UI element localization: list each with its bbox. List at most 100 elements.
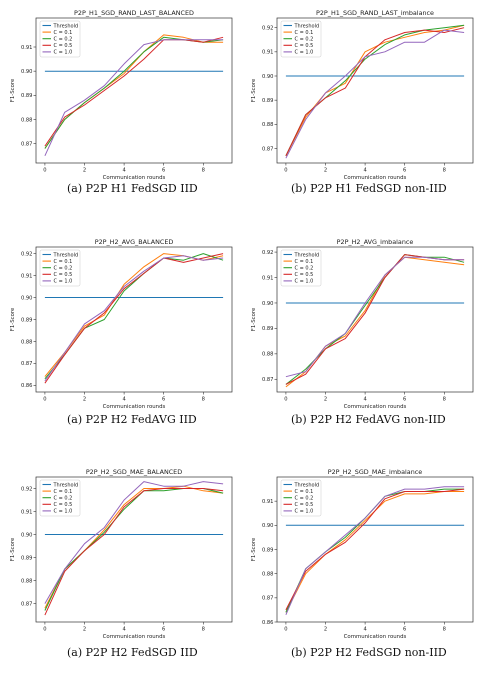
- x-tick-label: 6: [162, 168, 165, 174]
- chart-3-svg: P2P_H2_AVG_BALANCED 0 2 4 6 8 0.86 0.87 0.88 0.89…: [10, 238, 233, 410]
- chart-panel-2: P2P_H1_SGD_RAND_LAST_imbalance 0 2 4 6 8 0.87 0…: [247, 6, 479, 186]
- x-axis-label: Communication rounds: [103, 404, 166, 410]
- chart-panel-1: P2P_H1_SGD_RAND_LAST_BALANCED 0 2 4 6 8 0.87 0.…: [6, 6, 238, 186]
- y-tick-label: 0.90: [21, 532, 33, 538]
- y-tick-label: 0.92: [21, 486, 33, 492]
- y-axis-label: F1-Score: [251, 78, 257, 102]
- legend-label: C = 1.0: [54, 509, 73, 515]
- legend-label: C = 0.2: [54, 266, 73, 272]
- x-axis-label: Communication rounds: [103, 175, 166, 181]
- x-tick-label: 8: [202, 627, 205, 633]
- legend-label: C = 0.2: [54, 37, 73, 43]
- legend-label: Threshold: [294, 482, 320, 488]
- x-axis-label: Communication rounds: [344, 634, 407, 640]
- y-tick-label: 0.89: [21, 93, 33, 99]
- y-tick-label: 0.88: [262, 352, 274, 358]
- y-tick-label: 0.90: [262, 301, 274, 307]
- legend-box: [39, 479, 81, 517]
- y-tick-label: 0.90: [262, 523, 274, 529]
- y-axis-label: F1-Score: [251, 537, 257, 561]
- legend-label: C = 0.5: [295, 502, 314, 508]
- y-tick-label: 0.91: [262, 499, 274, 505]
- chart-title: P2P_H2_AVG_imbalance: [337, 238, 414, 246]
- legend-label: C = 0.1: [54, 489, 73, 495]
- x-tick-label: 4: [363, 397, 367, 403]
- y-tick-label: 0.92: [262, 25, 274, 31]
- y-tick-label: 0.91: [21, 45, 33, 51]
- caption-6: (b) P2P H2 FedSGD non-IID: [291, 646, 447, 659]
- x-tick-label: 2: [83, 397, 86, 403]
- series-line: [285, 256, 465, 378]
- x-tick-label: 6: [162, 627, 165, 633]
- x-tick-label: 8: [202, 168, 205, 174]
- legend-label: Threshold: [53, 482, 79, 488]
- legend-label: C = 0.1: [54, 30, 73, 36]
- y-tick-label: 0.91: [21, 509, 33, 515]
- y-tick-label: 0.90: [262, 74, 274, 80]
- y-tick-label: 0.88: [21, 117, 33, 123]
- y-tick-label: 0.87: [21, 141, 33, 147]
- x-tick-label: 6: [403, 168, 406, 174]
- series-line: [285, 29, 465, 159]
- x-tick-label: 6: [403, 627, 406, 633]
- chart-title: P2P_H1_SGD_RAND_LAST_BALANCED: [74, 9, 194, 17]
- x-tick-label: 4: [122, 627, 126, 633]
- y-tick-label: 0.87: [21, 361, 33, 367]
- chart-1-svg: P2P_H1_SGD_RAND_LAST_BALANCED 0 2 4 6 8 0.87 0.…: [10, 9, 233, 181]
- chart-panel-6: P2P_H2_SGD_MAE_imbalance 0 2 4 6 8 0.86 0.87 0.8…: [247, 465, 479, 645]
- legend-label: C = 0.5: [54, 502, 73, 508]
- chart-panel-5: P2P_H2_SGD_MAE_BALANCED 0 2 4 6 8 0.87 0.88 0.89…: [6, 465, 238, 645]
- y-tick-label: 0.88: [21, 339, 33, 345]
- y-tick-label: 0.91: [262, 50, 274, 56]
- series-line: [44, 481, 224, 604]
- x-tick-label: 8: [202, 397, 205, 403]
- legend-box: [39, 249, 81, 287]
- y-tick-label: 0.89: [21, 555, 33, 561]
- legend-label: C = 0.2: [54, 496, 73, 502]
- series-line: [285, 486, 465, 615]
- series-line: [44, 253, 224, 384]
- y-tick-label: 0.90: [21, 295, 33, 301]
- chart-5-svg: P2P_H2_SGD_MAE_BALANCED 0 2 4 6 8 0.87 0.88 0.89…: [10, 468, 233, 640]
- x-tick-label: 2: [83, 627, 86, 633]
- legend-label: C = 0.5: [295, 272, 314, 278]
- caption-3: (a) P2P H2 FedAVG IID: [67, 413, 197, 426]
- legend-label: C = 0.2: [295, 266, 314, 272]
- x-tick-label: 2: [324, 168, 327, 174]
- x-tick-label: 2: [83, 168, 86, 174]
- legend-box: [280, 20, 322, 58]
- legend-box: [280, 479, 322, 517]
- y-tick-label: 0.86: [262, 620, 274, 626]
- x-tick-label: 0: [284, 397, 287, 403]
- x-tick-label: 0: [43, 397, 46, 403]
- x-tick-label: 0: [43, 627, 46, 633]
- chart-title: P2P_H2_SGD_MAE_BALANCED: [86, 468, 182, 476]
- y-tick-label: 0.88: [262, 122, 274, 128]
- x-tick-label: 0: [284, 627, 287, 633]
- y-tick-label: 0.87: [262, 377, 274, 383]
- legend-label: C = 0.5: [54, 272, 73, 278]
- caption-1: (a) P2P H1 FedSGD IID: [67, 182, 198, 195]
- y-axis-label: F1-Score: [10, 78, 16, 102]
- chart-6-svg: P2P_H2_SGD_MAE_imbalance 0 2 4 6 8 0.86 0.87 0.8…: [251, 468, 474, 640]
- x-tick-label: 2: [324, 397, 327, 403]
- legend-label: Threshold: [53, 23, 79, 29]
- legend-label: C = 0.1: [54, 259, 73, 265]
- x-tick-label: 4: [363, 168, 367, 174]
- chart-4-svg: P2P_H2_AVG_imbalance 0 2 4 6 8 0.87 0.88 0.89 0.9…: [251, 238, 474, 410]
- x-axis-label: Communication rounds: [344, 175, 407, 181]
- x-tick-label: 4: [363, 627, 367, 633]
- legend-label: C = 1.0: [295, 279, 314, 285]
- x-tick-label: 4: [122, 168, 126, 174]
- legend-label: C = 0.2: [295, 496, 314, 502]
- legend-label: C = 0.2: [295, 37, 314, 43]
- legend-label: C = 0.5: [54, 43, 73, 49]
- chart-2-svg: P2P_H1_SGD_RAND_LAST_imbalance 0 2 4 6 8 0.87 0…: [251, 9, 474, 181]
- legend-label: Threshold: [53, 252, 79, 258]
- caption-4: (b) P2P H2 FedAVG non-IID: [291, 413, 446, 426]
- y-tick-label: 0.86: [21, 383, 33, 389]
- series-line: [285, 488, 465, 611]
- y-tick-label: 0.87: [262, 596, 274, 602]
- plot-frame: [35, 476, 233, 623]
- x-tick-label: 6: [403, 397, 406, 403]
